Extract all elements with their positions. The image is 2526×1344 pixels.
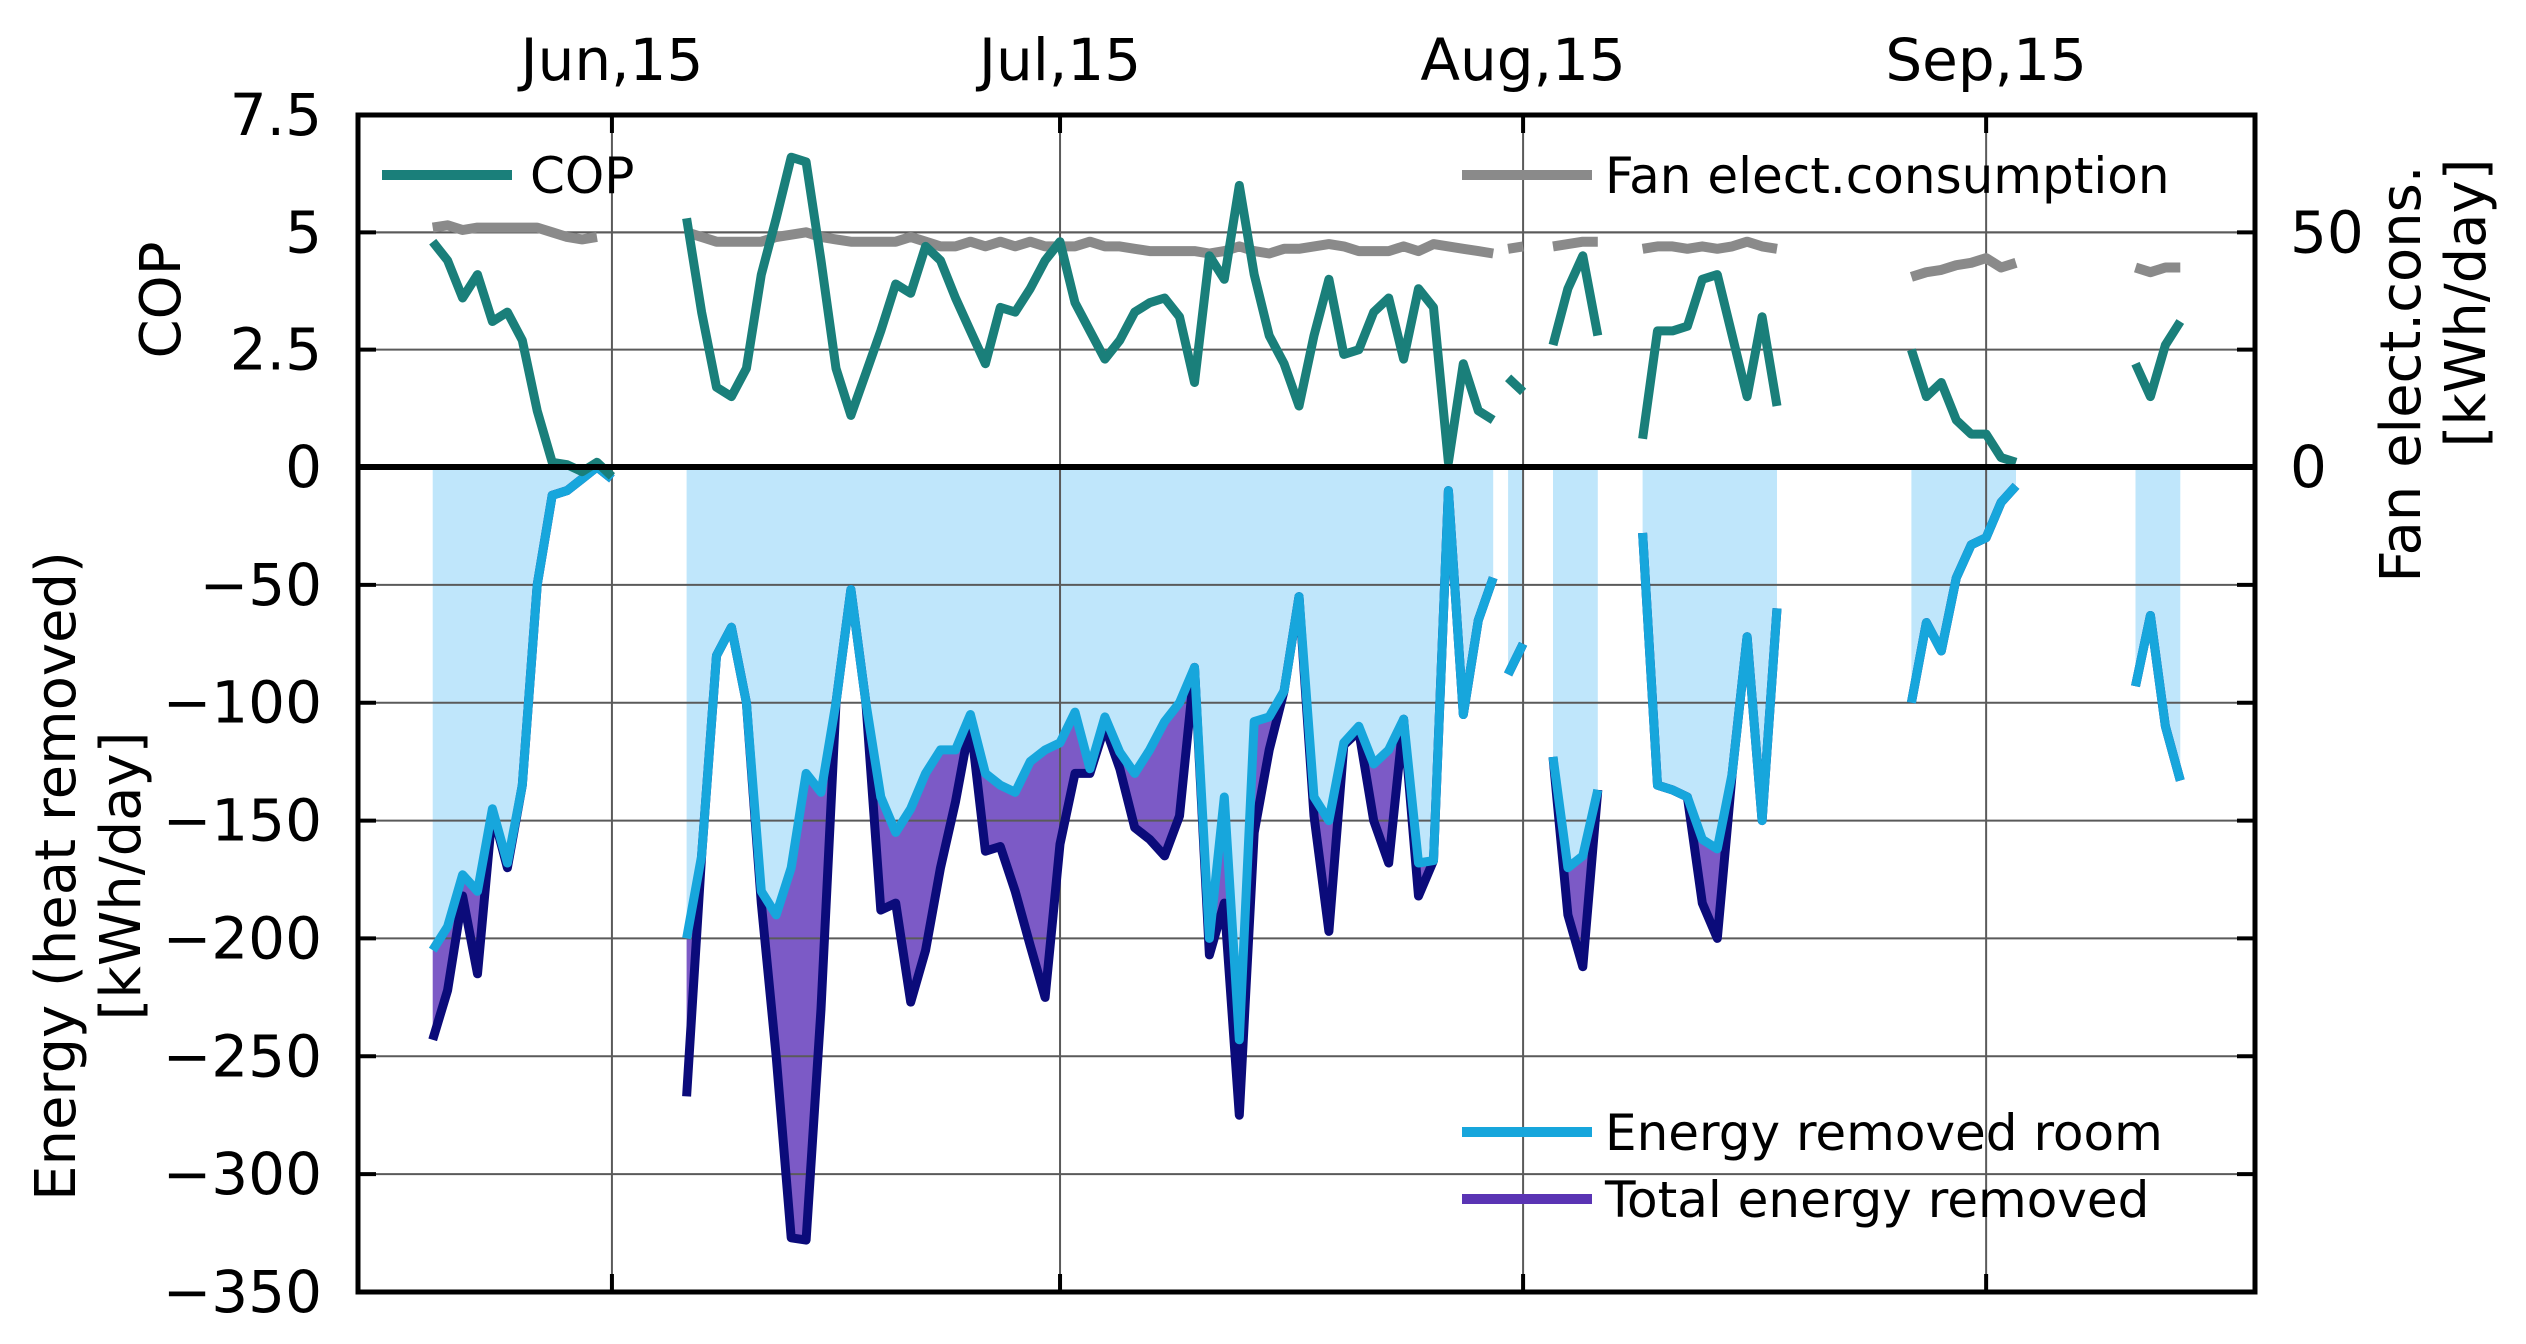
energy-tick-label-5: −300	[163, 1140, 322, 1208]
cop-line-0	[429, 238, 615, 480]
cop-line-4	[1638, 270, 1782, 440]
room-energy-line-4	[1638, 532, 1782, 854]
cop-line-1	[682, 152, 1496, 467]
energy-axis-label-line2: [kWh/day]	[89, 732, 154, 1021]
energy-tick-label-4: −250	[163, 1022, 322, 1090]
energy-tick-label-3: −200	[163, 904, 322, 972]
energy-tick-label-2: −150	[163, 787, 322, 855]
fan-consumption-line-5	[1909, 253, 2018, 282]
extra-energy-area-0	[432, 467, 612, 1040]
room-energy-area-2	[1508, 467, 1524, 675]
fan-tick-label-1: 50	[2290, 198, 2364, 266]
cop-line-3	[1548, 251, 1603, 347]
fan-axis-label-line2: [kWh/day]	[2434, 159, 2499, 448]
x-tick-label-0: Jun,15	[517, 26, 703, 94]
cop-tick-label-0: 0	[285, 433, 322, 501]
fan-tick-label-0: 0	[2290, 433, 2327, 501]
fan-axis-label-line1: Fan elect.cons.	[2369, 165, 2434, 582]
cop-line-5	[1907, 348, 2018, 467]
cop-line-2	[1505, 374, 1527, 396]
legend-fan-label: Fan elect.consumption	[1605, 147, 2170, 205]
fan-consumption-line-2	[1507, 241, 1524, 254]
room-energy-line-6	[2131, 611, 2185, 782]
energy-axis-label-line1: Energy (heat removed)	[24, 551, 89, 1201]
fan-consumption-line-3	[1552, 236, 1598, 252]
legend-room-label: Energy removed room	[1605, 1104, 2163, 1162]
x-tick-label-2: Aug,15	[1420, 26, 1626, 94]
fan-consumption-line-1	[685, 227, 1494, 259]
room-energy-area-0	[432, 467, 612, 951]
room-energy-line-1	[682, 486, 1498, 1045]
room-energy-line-3	[1548, 756, 1603, 873]
cop-line-6	[2131, 319, 2185, 402]
room-energy-area-6	[2135, 467, 2181, 781]
cop-tick-label-2: 5	[285, 198, 322, 266]
room-energy-line-5	[1906, 482, 2020, 704]
extra-energy-area-4	[1642, 533, 1777, 939]
room-energy-area-3	[1553, 467, 1598, 868]
room-energy-area-4	[1642, 467, 1777, 849]
cop-tick-label-3: 7.5	[230, 81, 322, 149]
fan-consumption-line-6	[2133, 262, 2181, 278]
room-energy-line-2	[1504, 641, 1528, 677]
axes-frame	[355, 112, 2258, 1295]
fan-consumption-line-4	[1641, 236, 1778, 254]
fan-consumption-line-0	[431, 220, 598, 245]
legend-total-label: Total energy removed	[1604, 1171, 2149, 1229]
x-tick-label-3: Sep,15	[1885, 26, 2087, 94]
room-energy-line-0	[428, 462, 615, 953]
energy-tick-label-0: −50	[200, 551, 322, 619]
series-lines	[428, 152, 2185, 1245]
legend-cop-label: COP	[530, 147, 634, 205]
energy-tick-label-1: −100	[163, 669, 322, 737]
grid-lines	[358, 115, 2255, 1292]
cop-tick-label-1: 2.5	[230, 316, 322, 384]
energy-tick-label-6: −350	[163, 1258, 322, 1326]
cop-axis-label: COP	[129, 242, 194, 359]
tick-labels: Jun,15 Jul,15 Aug,15 Sep,15 0 2.5 5 7.5 −50 −100 −…	[163, 26, 2364, 1326]
x-tick-label-1: Jul,15	[976, 26, 1141, 94]
